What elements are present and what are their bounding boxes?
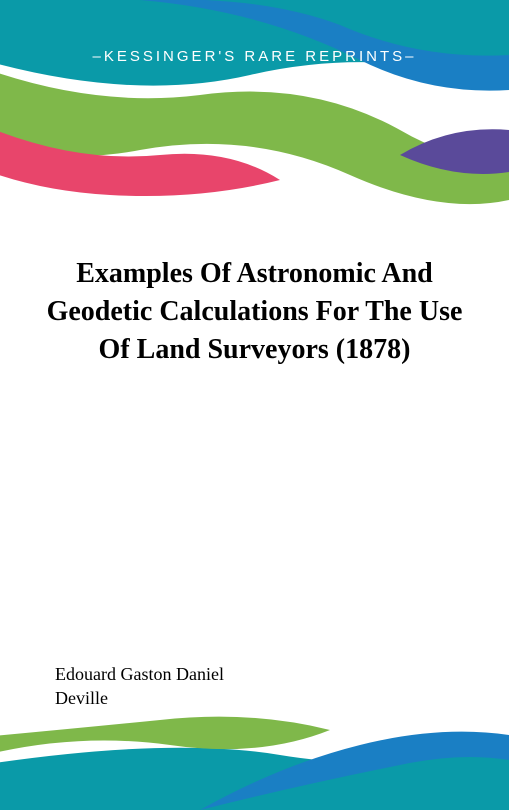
book-title: Examples Of Astronomic And Geodetic Calc… [40, 255, 469, 368]
bottom-decoration [0, 690, 509, 810]
publisher-banner: –KESSINGER'S RARE REPRINTS– [0, 48, 509, 65]
author-line-1: Edouard Gaston Daniel [55, 663, 224, 686]
book-cover: –KESSINGER'S RARE REPRINTS– Examples Of … [0, 0, 509, 810]
top-decoration [0, 0, 509, 230]
bottom-swoosh-graphic [0, 690, 509, 810]
top-swoosh-graphic [0, 0, 509, 230]
publisher-text: –KESSINGER'S RARE REPRINTS– [93, 48, 417, 65]
title-block: Examples Of Astronomic And Geodetic Calc… [40, 255, 469, 368]
